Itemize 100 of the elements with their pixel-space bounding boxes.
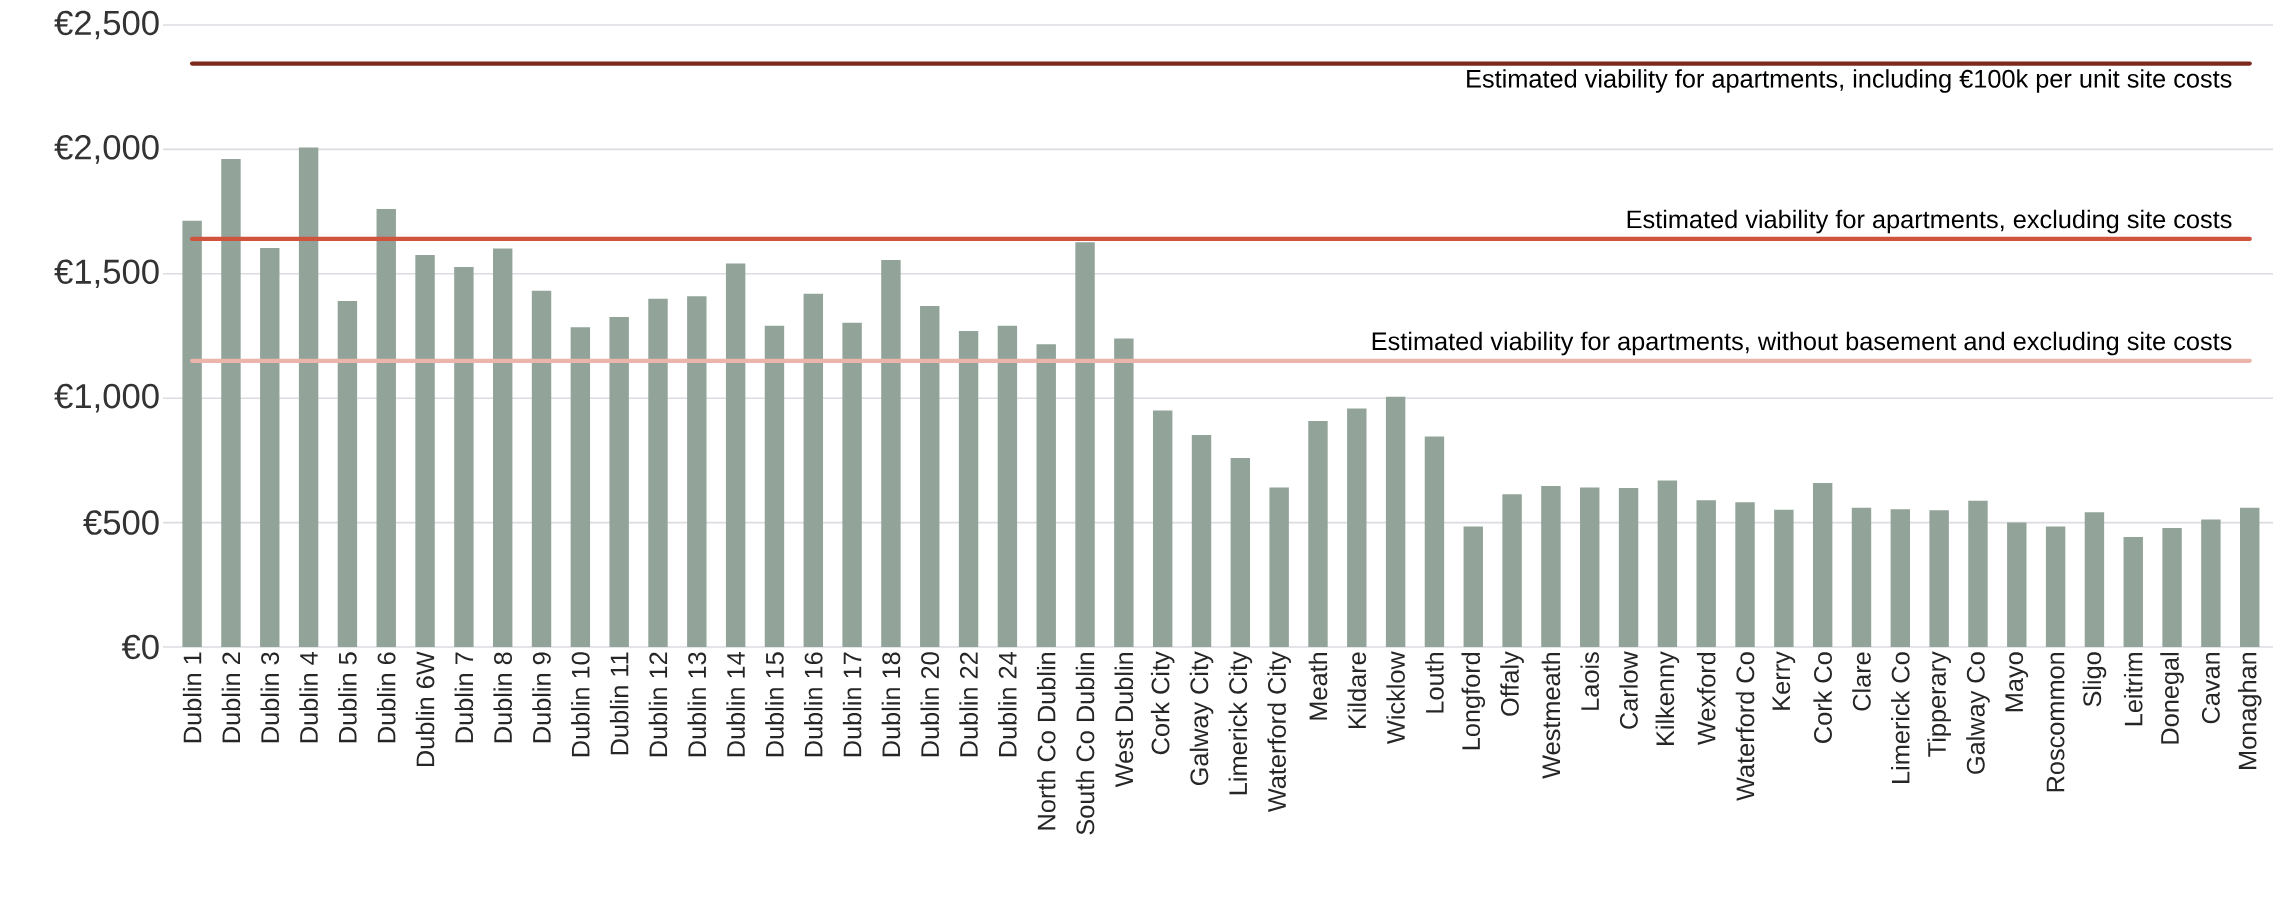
y-tick-label: €2,000 [54,135,159,164]
bar [687,296,707,647]
x-tick-label: Louth [1425,652,1444,713]
x-tick-label: Dublin 14 [726,652,745,757]
x-tick-label: Dublin 10 [571,652,590,757]
bar [920,305,940,647]
x-tick-label: Cavan [2201,652,2220,724]
bar [2240,507,2260,647]
x-tick-label: Kilkenny [1655,651,1680,745]
x-tick-label: Laois [1580,652,1600,710]
x-tick-label: Limerick Co [1891,652,1910,783]
x-tick-label: Cork City [1150,651,1175,755]
x-tick-label: Dublin 17 [842,652,862,757]
x-tick-label: Wicklow [1386,651,1405,745]
x-tick-label: Carlow [1619,651,1638,729]
x-tick-label: Dublin 1 [182,652,202,743]
y-tick-label: €1,000 [54,383,159,413]
bar [2007,522,2027,647]
x-tick-label: Mayo [2005,652,2029,712]
bar [1851,507,1872,647]
bar [842,322,862,647]
x-tick-label: Offaly [1500,651,1524,716]
bar [2123,537,2143,647]
x-tick-label: Meath [1308,652,1328,720]
x-tick-label: Dublin 8 [493,652,513,743]
y-tick-label: €1,500 [54,259,159,289]
x-tick-label: North Co Dublin [1036,652,1056,830]
x-tick-label: Dublin 3 [260,652,280,743]
y-tick-label: €500 [83,510,159,535]
x-tick-label: Longford [1461,652,1486,750]
bar [182,220,202,647]
bar [1114,338,1134,647]
x-tick-label: Dublin 15 [765,652,784,757]
x-tick-label: Dublin 6 [376,652,396,743]
bar [1269,487,1289,647]
x-tick-label: Dublin 4 [299,652,318,743]
bar [260,247,280,647]
bar [1541,486,1561,647]
x-tick-label: Galway City [1189,651,1214,786]
bar [609,317,629,647]
bar [2162,528,2182,647]
x-tick-label: Tipperary [1927,651,1951,757]
x-tick-label: Westmeath [1541,652,1561,779]
bar [1424,436,1445,647]
x-tick-label: Cork Co [1813,652,1832,743]
x-tick-label: Kerry [1772,651,1796,710]
bar [221,159,241,647]
x-tick-label: Dublin 5 [338,652,357,743]
bar [1230,457,1251,647]
bar [1929,510,1949,647]
bar [1968,500,1988,647]
x-tick-label: Dublin 12 [648,652,668,757]
bar [1618,488,1639,647]
bar [2084,512,2105,647]
bar [1385,396,1406,647]
bar [1191,435,1212,647]
x-tick-label: Dublin 6W [415,651,435,767]
x-tick-label: Clare [1852,652,1871,711]
bar [881,260,901,647]
ref-line-label: Estimated viability for apartments, excluding site costs [1627,209,2232,234]
bar [1075,242,1095,647]
bar [376,209,396,647]
x-tick-label: Waterford Co [1735,652,1755,801]
x-tick-label: West Dublin [1114,652,1134,788]
bar [1774,509,1794,647]
bar [1152,410,1173,647]
bar [1812,483,1833,647]
bar [803,293,823,647]
bar [1036,344,1056,647]
x-tick-label: Sligo [2082,652,2107,707]
x-tick-label: Dublin 11 [609,652,629,755]
x-tick-label: Wexford [1696,652,1716,746]
bar [1735,502,1755,647]
x-tick-label: South Co Dublin [1075,652,1095,835]
ref-line-label: Estimated viability for apartments, including €100k per unit site costs [1467,69,2232,93]
bar [337,300,358,647]
x-tick-label: Monaghan [2237,652,2262,769]
x-tick-label: Leitrim [2123,652,2143,726]
bar [415,254,435,647]
bar [570,327,591,647]
x-tick-label: Dublin 2 [221,652,241,743]
x-tick-label: Galway Co [1966,652,1990,774]
bar [958,331,979,647]
x-tick-label: Kildare [1347,652,1367,729]
x-tick-label: Dublin 7 [454,652,474,743]
ref-line-label: Estimated viability for apartments, without basement and excluding site costs [1372,331,2232,356]
bar [1696,500,1716,647]
x-tick-label: Dublin 22 [959,652,978,757]
bar [648,298,668,647]
bar [764,325,785,647]
y-tick-label: €0 [121,634,159,660]
x-tick-label: Dublin 24 [998,652,1017,757]
bar [1463,526,1483,647]
x-tick-label: Limerick City [1228,651,1253,795]
bar [1580,487,1600,647]
x-tick-label: Dublin 13 [687,652,707,757]
bar [1308,421,1328,647]
bar [1890,509,1911,647]
y-tick-label: €2,500 [54,10,159,40]
bar [454,267,474,647]
